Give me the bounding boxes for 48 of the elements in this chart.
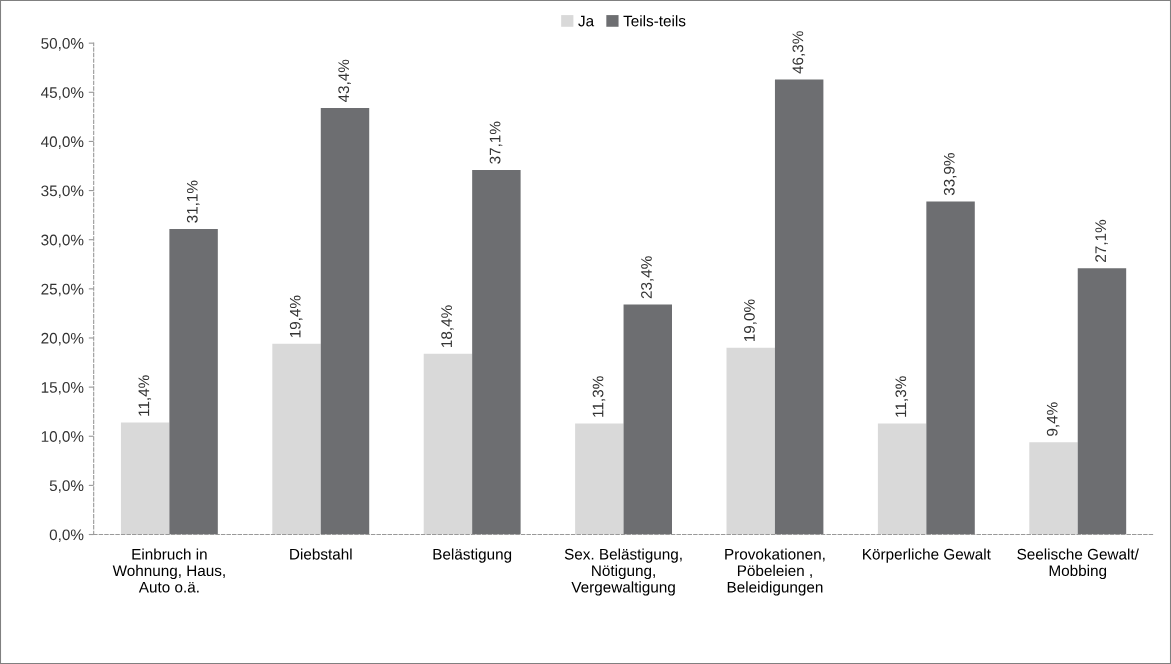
y-tick-label: 25,0% xyxy=(41,283,84,297)
data-label: 43,4% xyxy=(338,59,351,103)
bar xyxy=(272,343,321,535)
y-tick-label: 10,0% xyxy=(41,431,84,444)
legend-label: Ja xyxy=(578,15,595,27)
y-tick-label: 40,0% xyxy=(40,136,84,149)
bar xyxy=(423,353,473,535)
y-tick-label: 35,0% xyxy=(41,185,84,199)
data-label: 23,4% xyxy=(641,256,654,299)
bar xyxy=(169,228,218,535)
bar xyxy=(926,201,975,535)
y-tick-label: 0,0% xyxy=(49,529,84,543)
bar xyxy=(623,304,672,535)
x-tick-label: Körperliche Gewalt xyxy=(863,548,991,563)
bar xyxy=(1029,442,1078,535)
data-label: 27,1% xyxy=(1095,219,1108,262)
x-tick-label: Sex. Belästigung, Nötigung, Vergewaltigung xyxy=(564,548,682,596)
y-tick-label: 5,0% xyxy=(49,480,84,493)
bar xyxy=(320,108,370,535)
x-tick-label: Einbruch in Wohnung, Haus, Auto o.ä. xyxy=(112,548,225,593)
bar xyxy=(120,422,170,535)
bar xyxy=(774,79,824,535)
x-tick-label: Diebstahl xyxy=(290,548,352,560)
bar xyxy=(877,423,927,535)
y-tick-label: 15,0% xyxy=(41,381,84,395)
data-label: 11,4% xyxy=(138,375,152,416)
data-label: 33,9% xyxy=(943,153,957,196)
bar xyxy=(472,169,521,535)
y-tick-label: 20,0% xyxy=(41,332,84,346)
x-tick-label: Provokationen, Pöbeleien , Beleidigungen xyxy=(725,548,825,596)
data-label: 46,3% xyxy=(792,31,806,74)
y-tick-label: 50,0% xyxy=(41,38,84,51)
data-label: 11,3% xyxy=(895,376,909,417)
bar xyxy=(575,423,624,535)
data-label: 18,4% xyxy=(441,305,454,347)
bar xyxy=(726,347,775,535)
x-tick-label: Belästigung xyxy=(433,548,512,563)
data-label: 19,4% xyxy=(289,295,303,338)
data-label: 9,4% xyxy=(1046,402,1060,436)
data-label: 19,0% xyxy=(744,299,757,342)
y-tick-label: 30,0% xyxy=(41,234,84,248)
x-tick-label: Seelische Gewalt/ Mobbing xyxy=(1017,548,1139,580)
data-label: 37,1% xyxy=(489,121,503,164)
data-label: 11,3% xyxy=(592,376,606,417)
bar xyxy=(1077,268,1127,535)
y-tick-label: 45,0% xyxy=(40,87,84,100)
data-label: 31,1% xyxy=(186,180,200,223)
legend-label: Teils-teils xyxy=(623,15,686,27)
